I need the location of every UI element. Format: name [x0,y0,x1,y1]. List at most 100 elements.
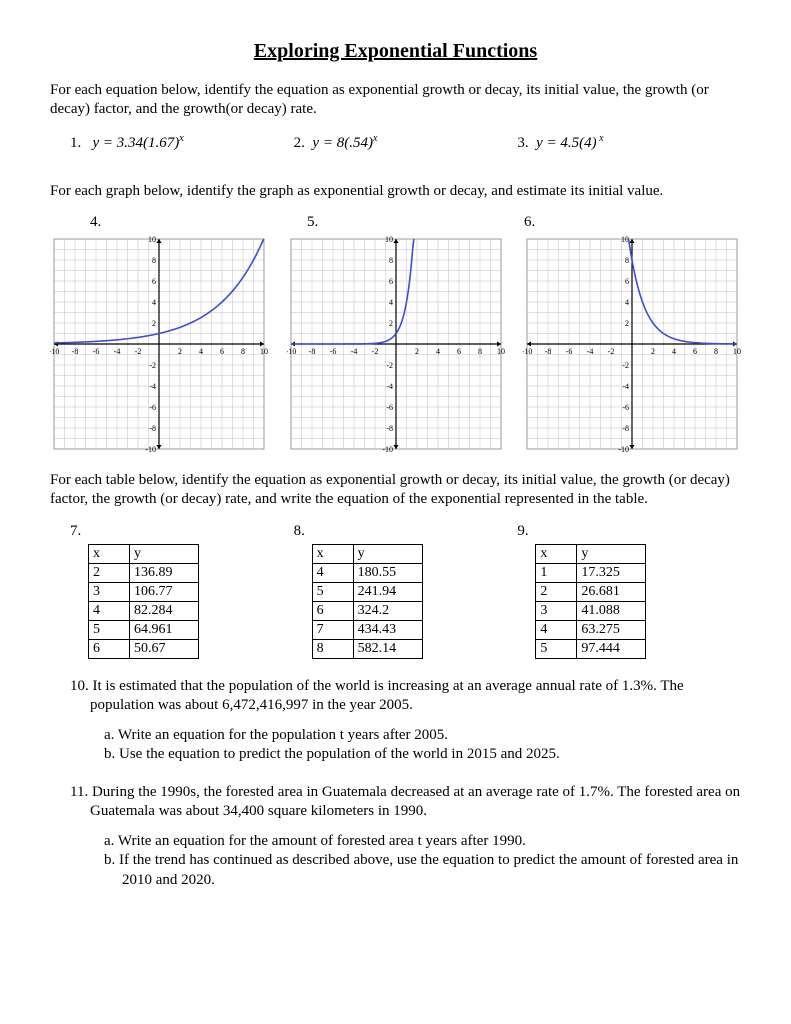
svg-text:8: 8 [241,347,245,356]
svg-text:-10: -10 [382,445,393,453]
svg-text:10: 10 [148,235,156,244]
table-cell: 4 [89,601,130,620]
svg-text:2: 2 [625,319,629,328]
question-10b: b. Use the equation to predict the popul… [104,745,741,765]
svg-text:-4: -4 [350,347,357,356]
svg-text:6: 6 [389,277,393,286]
table-number-8: 8. [294,523,518,540]
table-cell: 97.444 [577,639,646,658]
svg-text:-8: -8 [72,347,79,356]
svg-text:-6: -6 [566,347,573,356]
table-cell: 136.89 [130,563,199,582]
question-11: 11. During the 1990s, the forested area … [70,783,741,822]
svg-text:-2: -2 [371,347,378,356]
question-10a: a. Write an equation for the population … [104,726,741,746]
svg-text:-6: -6 [622,403,629,412]
svg-text:-2: -2 [608,347,615,356]
table-cell: 17.325 [577,563,646,582]
table-cell: 582.14 [353,639,422,658]
equation-1: 1. y = 3.34(1.67)x [70,133,294,152]
svg-text:-2: -2 [149,361,156,370]
table-cell: 3 [89,582,130,601]
table-cell: 64.961 [130,620,199,639]
question-11a: a. Write an equation for the amount of f… [104,832,741,852]
svg-text:4: 4 [389,298,393,307]
svg-text:2: 2 [651,347,655,356]
svg-text:8: 8 [714,347,718,356]
svg-text:8: 8 [625,256,629,265]
svg-text:2: 2 [415,347,419,356]
svg-text:-2: -2 [386,361,393,370]
table-9: xy 117.325226.681341.088463.275597.444 [535,544,646,659]
svg-text:10: 10 [260,347,268,356]
svg-text:2: 2 [152,319,156,328]
graph-numbers-row: 4. 5. 6. [90,214,741,231]
question-11b: b. If the trend has continued as describ… [104,851,741,890]
svg-text:6: 6 [625,277,629,286]
graph-number-4: 4. [90,214,307,231]
table-cell: 241.94 [353,582,422,601]
svg-text:-6: -6 [149,403,156,412]
svg-text:-4: -4 [149,382,156,391]
table-cell: 82.284 [130,601,199,620]
svg-text:-10: -10 [50,347,59,356]
svg-text:8: 8 [152,256,156,265]
table-cell: 50.67 [130,639,199,658]
table-cell: 6 [312,601,353,620]
svg-text:-10: -10 [145,445,156,453]
svg-text:6: 6 [693,347,697,356]
svg-text:-8: -8 [622,424,629,433]
svg-text:-6: -6 [329,347,336,356]
graph-number-6: 6. [524,214,741,231]
table-cell: 63.275 [577,620,646,639]
table-cell: 8 [312,639,353,658]
equation-3: 3. y = 4.5(4) x [517,133,741,152]
svg-text:2: 2 [389,319,393,328]
svg-text:-8: -8 [308,347,315,356]
table-cell: 26.681 [577,582,646,601]
tables-row: 7. xy 2136.893106.77482.284564.961650.67… [70,523,741,659]
graphs-row: -10 -10 -8 -8 -6 -6 -4 -4 -2 -2 2 2 4 4 6 6 8 8 10 10 -10 -1… [50,235,741,453]
instructions-equations: For each equation below, identify the eq… [50,81,741,119]
svg-text:6: 6 [457,347,461,356]
table-cell: 434.43 [353,620,422,639]
svg-text:-10: -10 [287,347,296,356]
graph-number-5: 5. [307,214,524,231]
svg-text:4: 4 [625,298,629,307]
svg-text:-4: -4 [386,382,393,391]
equation-2: 2. y = 8(.54)x [294,133,518,152]
table-cell: 6 [89,639,130,658]
table-cell: 4 [312,563,353,582]
equation-row: 1. y = 3.34(1.67)x 2. y = 8(.54)x 3. y =… [70,133,741,152]
page-title: Exploring Exponential Functions [50,40,741,63]
svg-text:-8: -8 [149,424,156,433]
table-cell: 3 [536,601,577,620]
svg-text:-4: -4 [622,382,629,391]
svg-text:-10: -10 [618,445,629,453]
svg-text:-4: -4 [114,347,121,356]
svg-text:-10: -10 [523,347,532,356]
svg-text:4: 4 [436,347,440,356]
svg-text:-6: -6 [386,403,393,412]
table-7: xy 2136.893106.77482.284564.961650.67 [88,544,199,659]
table-cell: 180.55 [353,563,422,582]
table-8: xy 4180.555241.946324.27434.438582.14 [312,544,423,659]
svg-text:6: 6 [152,277,156,286]
table-cell: 4 [536,620,577,639]
svg-text:10: 10 [385,235,393,244]
table-cell: 5 [536,639,577,658]
graph-6: -10-10-8-8-6-6-4-4-2-2224466881010 [523,235,741,453]
graph-4: -10-10-8-8-6-6-4-4-2-2224466881010 [50,235,268,453]
svg-text:8: 8 [478,347,482,356]
instructions-tables: For each table below, identify the equat… [50,471,741,509]
svg-text:2: 2 [178,347,182,356]
table-number-9: 9. [517,523,741,540]
svg-text:4: 4 [672,347,676,356]
table-cell: 1 [536,563,577,582]
table-cell: 7 [312,620,353,639]
svg-text:8: 8 [389,256,393,265]
svg-text:10: 10 [733,347,741,356]
instructions-graphs: For each graph below, identify the graph… [50,182,741,201]
table-cell: 2 [89,563,130,582]
table-cell: 5 [89,620,130,639]
